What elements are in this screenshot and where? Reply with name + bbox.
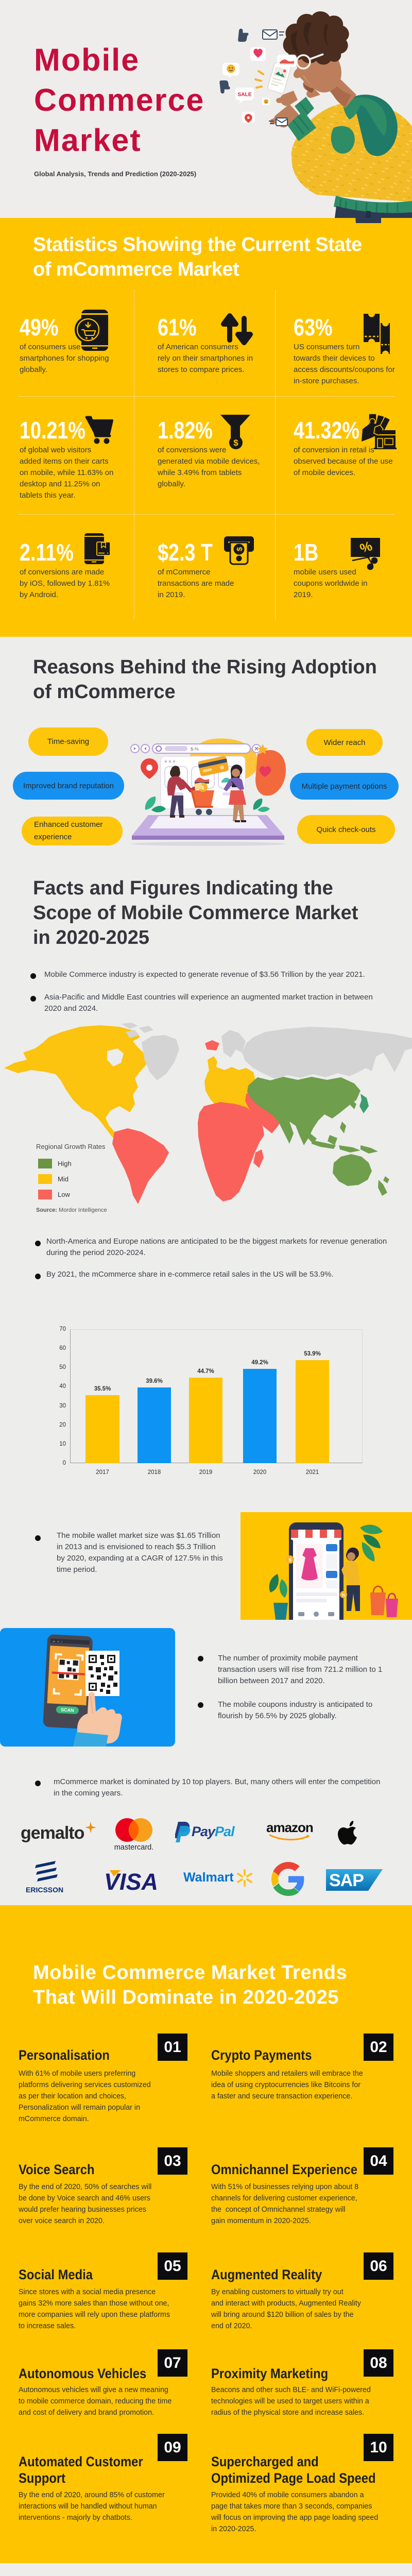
svg-text:SAP: SAP <box>329 1871 364 1890</box>
svg-text:SCAN: SCAN <box>61 1707 74 1713</box>
svg-text:SALE: SALE <box>237 92 252 97</box>
svg-text:$: $ <box>288 1557 291 1563</box>
svg-text:$-%: $-% <box>191 747 199 752</box>
svg-text:VISA: VISA <box>104 1869 158 1894</box>
svg-text:▪▪▪ ▪▪ ▪: ▪▪▪ ▪▪ ▪ <box>53 1640 62 1643</box>
svg-text:%: % <box>341 1593 345 1598</box>
svg-text:$: $ <box>233 438 238 448</box>
svg-text:$: $ <box>235 547 244 551</box>
svg-text:1: 1 <box>201 785 204 791</box>
